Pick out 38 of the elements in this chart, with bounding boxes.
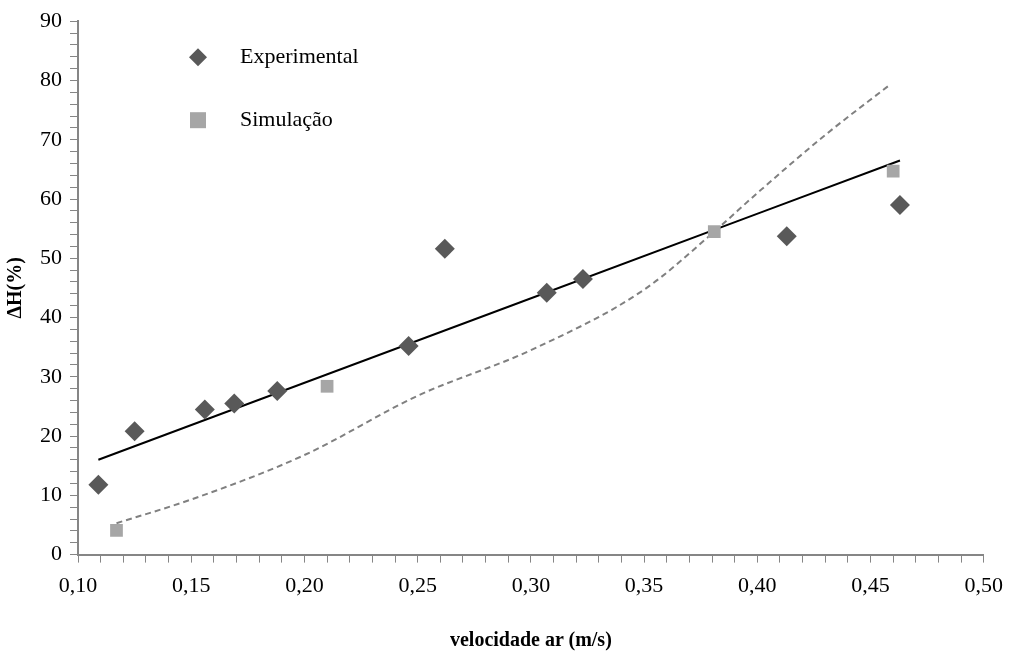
y-tick-label: 90 xyxy=(40,6,62,32)
point xyxy=(194,399,215,420)
y-tick-label: 30 xyxy=(40,362,62,388)
point xyxy=(320,379,334,393)
y-tick-label: 20 xyxy=(40,421,62,447)
legend-label: Experimental xyxy=(240,42,359,68)
x-axis-title: velocidade ar (m/s) xyxy=(449,628,612,652)
point xyxy=(707,225,721,238)
x-tick-label: 0,20 xyxy=(285,571,324,597)
x-tick-label: 0,30 xyxy=(511,571,551,597)
point xyxy=(776,226,797,247)
point xyxy=(398,335,419,356)
y-tick-label: 70 xyxy=(40,125,62,151)
point xyxy=(536,282,557,303)
point xyxy=(889,194,910,215)
x-tick-label: 0,45 xyxy=(851,571,890,597)
x-tick-label: 0,35 xyxy=(624,571,664,597)
x-tick-label: 0,15 xyxy=(171,571,211,597)
x-tick-label: 0,25 xyxy=(398,571,437,597)
point xyxy=(124,421,145,442)
point xyxy=(224,393,245,414)
x-tick-label: 0,50 xyxy=(964,571,1003,597)
x-tick-label: 0,10 xyxy=(58,571,98,597)
x-tick-label: 0,40 xyxy=(738,571,777,597)
y-tick-label: 80 xyxy=(40,66,62,92)
point xyxy=(88,474,109,495)
y-tick-label: 50 xyxy=(40,244,62,270)
y-axis-title: ΔH(%) xyxy=(3,257,27,319)
y-tick-label: 10 xyxy=(40,481,62,507)
legend-label: Simulação xyxy=(240,105,333,131)
y-tick-label: 40 xyxy=(40,303,62,329)
point xyxy=(572,269,593,290)
point xyxy=(434,238,455,259)
y-tick-label: 0 xyxy=(51,540,62,566)
point xyxy=(267,381,288,402)
point xyxy=(886,164,900,178)
y-tick-label: 60 xyxy=(40,184,62,210)
point xyxy=(110,523,123,537)
